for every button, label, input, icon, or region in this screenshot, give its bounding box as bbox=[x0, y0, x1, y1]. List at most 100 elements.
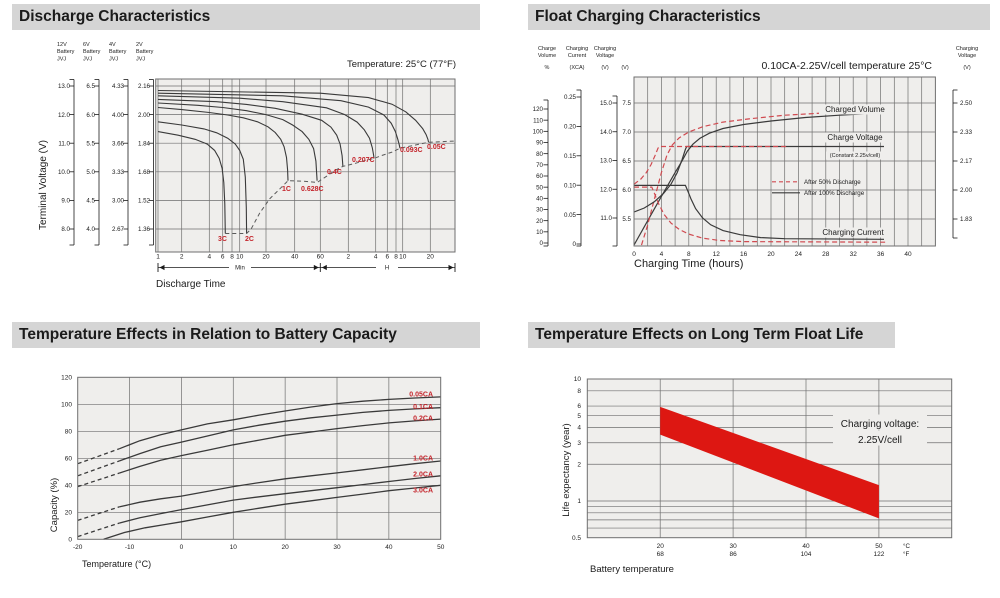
svg-text:8: 8 bbox=[394, 254, 398, 261]
svg-text:Current: Current bbox=[568, 53, 587, 59]
svg-text:-20: -20 bbox=[73, 544, 83, 551]
svg-text:36: 36 bbox=[877, 251, 885, 258]
svg-text:2V: 2V bbox=[136, 42, 143, 48]
svg-text:40: 40 bbox=[802, 543, 810, 550]
svg-text:5.5: 5.5 bbox=[622, 216, 631, 223]
section-title-float-charging: Float Charging Characteristics bbox=[535, 8, 761, 25]
svg-text:20: 20 bbox=[427, 254, 435, 261]
svg-text:12.0: 12.0 bbox=[58, 112, 71, 119]
svg-text:Charge: Charge bbox=[538, 46, 556, 52]
discharge-series-3C bbox=[157, 131, 226, 234]
svg-text:Battery: Battery bbox=[109, 49, 127, 55]
svg-text:1: 1 bbox=[156, 254, 160, 261]
float_charging-series-charging-current-100 bbox=[634, 184, 885, 240]
svg-text:68: 68 bbox=[657, 551, 665, 558]
svg-text:80: 80 bbox=[536, 151, 543, 158]
section-title-discharge: Discharge Characteristics bbox=[19, 8, 211, 25]
section-header-discharge: Discharge Characteristics bbox=[12, 4, 480, 30]
svg-text:6.0: 6.0 bbox=[622, 187, 631, 194]
svg-text:1.36: 1.36 bbox=[138, 226, 151, 233]
float_charging-series-charging-current-50 bbox=[634, 186, 888, 243]
discharge-time-unit-axis: Min H bbox=[157, 263, 456, 272]
svg-text:1.52: 1.52 bbox=[138, 198, 151, 205]
svg-text:Voltage: Voltage bbox=[596, 53, 614, 59]
svg-text:12.0: 12.0 bbox=[600, 186, 613, 193]
svg-text:Charging: Charging bbox=[956, 46, 978, 52]
svg-text:90: 90 bbox=[536, 140, 543, 147]
svg-text:8: 8 bbox=[577, 388, 581, 395]
svg-text:110: 110 bbox=[533, 117, 543, 124]
svg-text:0.10CA-2.25V/cell temperature: 0.10CA-2.25V/cell temperature 25°C bbox=[761, 60, 932, 72]
float_charging-series-charge-voltage-50 bbox=[633, 145, 787, 185]
svg-text:4: 4 bbox=[660, 251, 664, 258]
chart-capacity_vs_temperature: -20 -10 0 10 20 30 40 50 120 100 80 60 40 20 0 Temperat… bbox=[49, 375, 445, 570]
svg-text:13.0: 13.0 bbox=[58, 83, 71, 90]
svg-text:30: 30 bbox=[333, 544, 341, 551]
svg-text:0.207C: 0.207C bbox=[352, 157, 375, 164]
svg-text:0: 0 bbox=[68, 537, 72, 544]
svg-text:60: 60 bbox=[317, 254, 325, 261]
svg-text:100: 100 bbox=[533, 129, 544, 136]
svg-text:5: 5 bbox=[577, 413, 581, 420]
svg-text:0: 0 bbox=[573, 241, 577, 248]
svg-text:1C: 1C bbox=[282, 186, 291, 193]
svg-text:3.66: 3.66 bbox=[112, 140, 125, 147]
svg-text:2.50: 2.50 bbox=[960, 100, 973, 107]
svg-text:Battery: Battery bbox=[83, 49, 101, 55]
svg-text:0: 0 bbox=[540, 240, 544, 247]
svg-text:After 100% Discharge: After 100% Discharge bbox=[804, 190, 865, 197]
svg-text:6: 6 bbox=[385, 254, 389, 261]
svg-text:2.16: 2.16 bbox=[138, 83, 151, 90]
svg-text:0.1CA: 0.1CA bbox=[413, 404, 433, 411]
svg-text:9.0: 9.0 bbox=[61, 198, 70, 205]
svg-text:7.0: 7.0 bbox=[622, 129, 631, 136]
svg-text:50: 50 bbox=[437, 544, 445, 551]
svg-text:Battery: Battery bbox=[57, 49, 75, 55]
section-header-temp-capacity: Temperature Effects in Relation to Batte… bbox=[12, 322, 480, 348]
svg-text:6.5: 6.5 bbox=[86, 83, 95, 90]
svg-text:50: 50 bbox=[875, 543, 883, 550]
svg-text:°F: °F bbox=[903, 551, 909, 558]
svg-text:JVJ: JVJ bbox=[109, 56, 118, 62]
discharge-series-1C bbox=[157, 106, 289, 181]
svg-text:JVJ: JVJ bbox=[57, 56, 66, 62]
svg-text:8.0: 8.0 bbox=[61, 226, 70, 233]
svg-text:20: 20 bbox=[536, 218, 543, 225]
svg-text:10: 10 bbox=[399, 254, 407, 261]
svg-text:32: 32 bbox=[850, 251, 858, 258]
svg-text:6: 6 bbox=[577, 403, 581, 410]
svg-text:Volume: Volume bbox=[538, 53, 556, 59]
svg-text:3.0CA: 3.0CA bbox=[413, 488, 433, 495]
svg-text:0.15: 0.15 bbox=[564, 153, 577, 160]
svg-text:20: 20 bbox=[65, 510, 73, 517]
svg-text:0: 0 bbox=[632, 251, 636, 258]
svg-text:86: 86 bbox=[729, 551, 737, 558]
svg-text:Charging Current: Charging Current bbox=[822, 228, 884, 237]
svg-text:Temperature: 25°C (77°F): Temperature: 25°C (77°F) bbox=[347, 59, 456, 70]
svg-text:5.5: 5.5 bbox=[86, 140, 95, 147]
discharge-series-0.093C bbox=[157, 92, 401, 149]
svg-text:1.83: 1.83 bbox=[960, 216, 973, 223]
svg-text:Charging Time (hours): Charging Time (hours) bbox=[634, 258, 743, 270]
svg-text:24: 24 bbox=[795, 251, 803, 258]
svg-text:3: 3 bbox=[577, 440, 581, 447]
svg-text:0.2CA: 0.2CA bbox=[413, 416, 433, 423]
section-title-temp-capacity: Temperature Effects in Relation to Batte… bbox=[19, 326, 397, 343]
capacity_vs_temperature-series-2.0CA bbox=[77, 475, 441, 538]
discharge-series-0.628C bbox=[157, 102, 318, 181]
svg-text:6: 6 bbox=[221, 254, 225, 261]
svg-text:Charging: Charging bbox=[566, 46, 588, 52]
capacity_vs_temperature-series-0.05CA bbox=[77, 396, 441, 465]
svg-text:Charge Voltage: Charge Voltage bbox=[827, 133, 883, 142]
discharge-series-2C bbox=[157, 121, 248, 234]
svg-text:8: 8 bbox=[230, 254, 234, 261]
svg-text:70: 70 bbox=[536, 162, 543, 169]
svg-text:40: 40 bbox=[385, 544, 393, 551]
svg-text:104: 104 bbox=[801, 551, 812, 558]
svg-text:50: 50 bbox=[536, 184, 543, 191]
svg-text:6.0: 6.0 bbox=[86, 112, 95, 119]
